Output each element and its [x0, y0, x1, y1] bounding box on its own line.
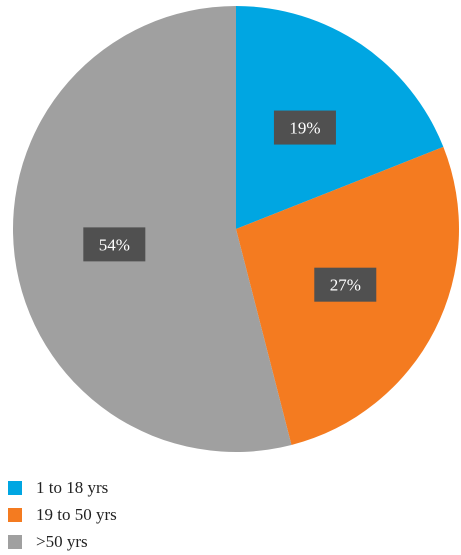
- data-label-text: 54%: [99, 235, 130, 254]
- legend-label: 19 to 50 yrs: [36, 504, 117, 524]
- legend-item-1-to-18: 1 to 18 yrs: [8, 474, 117, 501]
- legend-label: 1 to 18 yrs: [36, 477, 109, 497]
- legend-swatch: [8, 480, 22, 495]
- data-label-box: [314, 267, 377, 302]
- data-label-text: 19%: [289, 119, 320, 138]
- legend-label: >50 yrs: [36, 531, 88, 551]
- legend: 1 to 18 yrs 19 to 50 yrs >50 yrs: [8, 474, 117, 555]
- pie-slice: [236, 6, 444, 229]
- legend-swatch: [8, 507, 22, 522]
- pie-chart: 19% 27% 54%: [13, 6, 459, 452]
- data-label-box: [273, 110, 336, 145]
- pie-slice: [13, 6, 292, 452]
- data-label: 27%: [314, 267, 377, 302]
- data-label-box: [83, 227, 146, 262]
- legend-item-over-50: >50 yrs: [8, 528, 117, 555]
- data-label-text: 27%: [330, 276, 361, 295]
- data-label: 19%: [273, 110, 336, 145]
- legend-item-19-to-50: 19 to 50 yrs: [8, 501, 117, 528]
- legend-swatch: [8, 534, 22, 549]
- data-label: 54%: [83, 227, 146, 262]
